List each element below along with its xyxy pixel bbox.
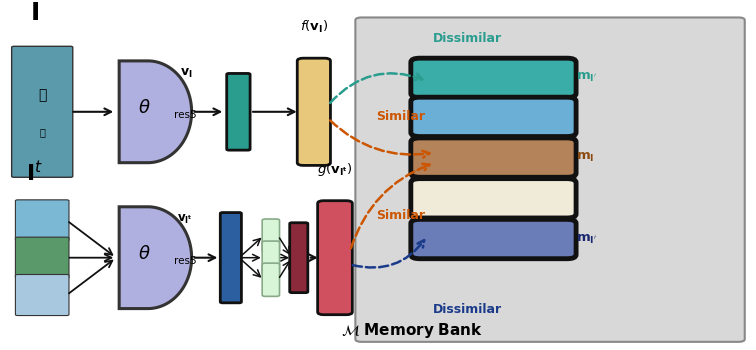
Text: $\mathbf{m_{I^{\prime}}}$: $\mathbf{m_{I^{\prime}}}$ [576, 232, 597, 246]
FancyBboxPatch shape [411, 138, 576, 177]
Text: $\mathbf{v_{I^t}}$: $\mathbf{v_{I^t}}$ [176, 212, 192, 225]
Text: res5: res5 [174, 110, 197, 120]
Text: $g(\mathbf{v_{I^t}})$: $g(\mathbf{v_{I^t}})$ [318, 161, 353, 178]
Text: Dissimilar: Dissimilar [432, 32, 502, 46]
FancyBboxPatch shape [411, 219, 576, 259]
FancyBboxPatch shape [220, 212, 241, 303]
FancyBboxPatch shape [290, 223, 308, 293]
FancyBboxPatch shape [15, 200, 69, 241]
Text: Dissimilar: Dissimilar [432, 303, 502, 316]
Text: $f(\mathbf{v_I})$: $f(\mathbf{v_I})$ [299, 19, 328, 35]
Text: 🏖: 🏖 [39, 127, 45, 137]
Text: $\mathbf{m_I}$: $\mathbf{m_I}$ [576, 151, 594, 164]
Text: Similar: Similar [376, 110, 425, 124]
Text: 🌴: 🌴 [38, 88, 46, 102]
Text: $\mathbf{v_I}$: $\mathbf{v_I}$ [179, 66, 192, 80]
FancyBboxPatch shape [297, 58, 330, 166]
Text: $\mathcal{M}$ $\mathbf{Memory\ Bank}$: $\mathcal{M}$ $\mathbf{Memory\ Bank}$ [341, 321, 483, 340]
Text: res5: res5 [174, 256, 197, 266]
Polygon shape [119, 61, 191, 163]
FancyBboxPatch shape [262, 219, 280, 252]
FancyBboxPatch shape [262, 241, 280, 274]
FancyBboxPatch shape [411, 97, 576, 136]
Text: $\mathbf{I}^t$: $\mathbf{I}^t$ [26, 161, 43, 186]
FancyBboxPatch shape [15, 237, 69, 278]
Polygon shape [119, 207, 191, 309]
FancyBboxPatch shape [15, 274, 69, 316]
FancyBboxPatch shape [11, 46, 73, 177]
FancyBboxPatch shape [262, 263, 280, 296]
FancyBboxPatch shape [411, 58, 576, 98]
FancyBboxPatch shape [411, 178, 576, 218]
FancyBboxPatch shape [227, 74, 250, 150]
Text: $\mathbf{m_{I^{\prime}}}$: $\mathbf{m_{I^{\prime}}}$ [576, 71, 597, 84]
Text: $\theta$: $\theta$ [138, 99, 150, 117]
Text: $\mathbf{I}$: $\mathbf{I}$ [30, 1, 39, 26]
Text: $\theta$: $\theta$ [138, 245, 150, 263]
Text: Similar: Similar [376, 209, 425, 222]
FancyBboxPatch shape [318, 201, 352, 315]
FancyBboxPatch shape [355, 18, 745, 342]
